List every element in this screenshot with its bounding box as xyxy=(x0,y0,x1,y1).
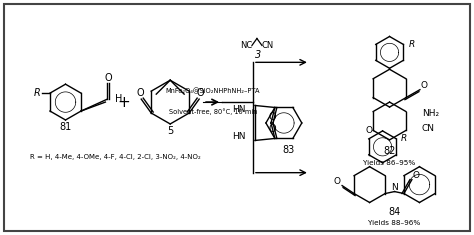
Text: 83: 83 xyxy=(283,145,295,155)
Text: R: R xyxy=(401,134,407,143)
Text: Yields 88–96%: Yields 88–96% xyxy=(368,220,420,226)
Text: CN: CN xyxy=(262,41,274,50)
Text: O: O xyxy=(268,112,276,121)
Text: N: N xyxy=(391,183,398,192)
Text: HN: HN xyxy=(232,105,246,114)
Text: NC: NC xyxy=(240,41,252,50)
Text: O: O xyxy=(334,177,341,186)
Text: O: O xyxy=(268,124,276,134)
Text: 3: 3 xyxy=(255,50,261,60)
Text: CN: CN xyxy=(422,124,435,133)
Text: O: O xyxy=(365,126,373,135)
Text: R = H, 4-Me, 4-OMe, 4-F, 4-Cl, 2-Cl, 3-NO₂, 4-NO₂: R = H, 4-Me, 4-OMe, 4-F, 4-Cl, 2-Cl, 3-N… xyxy=(30,154,201,160)
Text: H: H xyxy=(115,94,123,104)
Text: +: + xyxy=(117,95,130,110)
Text: Yields 86–95%: Yields 86–95% xyxy=(364,160,416,166)
Text: 5: 5 xyxy=(167,126,173,136)
Text: 84: 84 xyxy=(388,208,401,217)
Text: R: R xyxy=(34,88,40,98)
Text: O: O xyxy=(412,171,419,180)
Text: R: R xyxy=(409,40,415,49)
Text: Solvent-free, 80°C, 10 min: Solvent-free, 80°C, 10 min xyxy=(169,109,257,115)
Text: O: O xyxy=(196,88,204,98)
Text: NH₂: NH₂ xyxy=(422,109,439,118)
Text: HN: HN xyxy=(232,132,246,141)
Text: O: O xyxy=(420,81,428,90)
Text: O: O xyxy=(137,88,144,98)
Text: 81: 81 xyxy=(59,122,72,132)
Text: O: O xyxy=(105,73,112,83)
Text: MnFe₂O₄@SiO₂NHPhNH₂–PTA: MnFe₂O₄@SiO₂NHPhNH₂–PTA xyxy=(166,88,260,94)
Text: 82: 82 xyxy=(383,146,396,156)
